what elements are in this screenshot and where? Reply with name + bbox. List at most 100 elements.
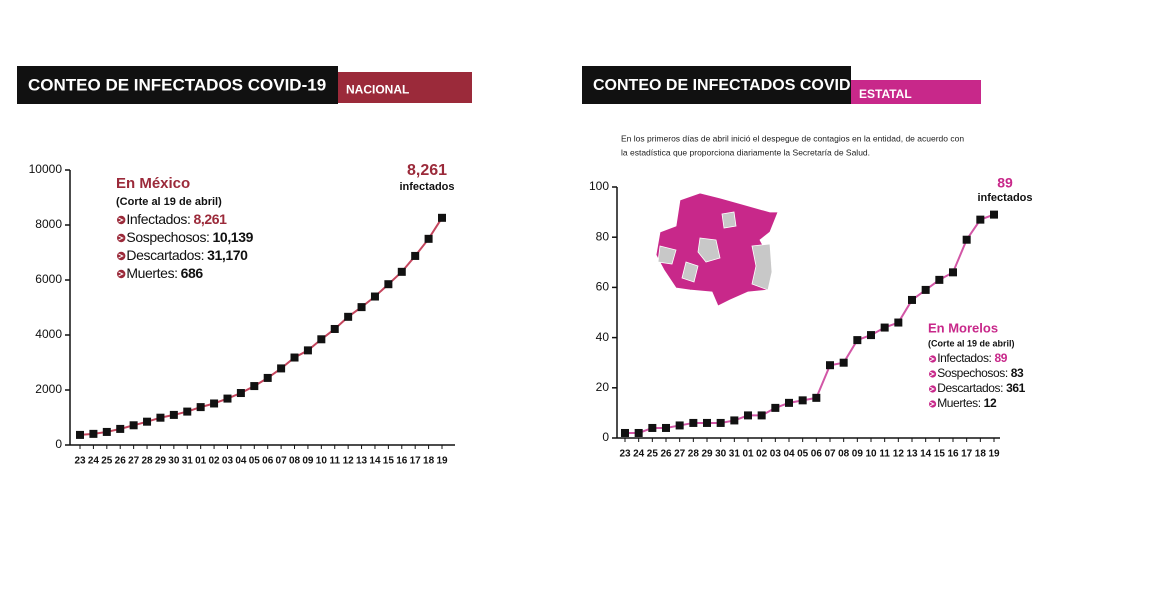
data-point <box>990 210 998 219</box>
x-tick-label: 16 <box>947 449 959 460</box>
data-point <box>129 421 138 430</box>
x-tick-label: 25 <box>647 449 659 460</box>
data-point <box>76 430 84 439</box>
x-tick-label: 10 <box>865 449 877 460</box>
x-tick-label: 27 <box>128 456 140 467</box>
x-tick-label: 29 <box>701 449 713 460</box>
x-tick-label: 02 <box>209 456 221 467</box>
data-point <box>921 285 930 294</box>
x-tick-label: 09 <box>302 456 314 467</box>
y-tick-label: 10000 <box>29 162 63 176</box>
x-tick-label: 06 <box>262 456 274 467</box>
info-label: Descartados: <box>126 247 204 263</box>
bullet-arrow <box>929 401 935 407</box>
info-item: Infectados: 89 <box>937 351 1008 365</box>
x-tick-label: 18 <box>975 449 987 460</box>
callout-value: 89 <box>997 175 1013 191</box>
data-point <box>223 394 232 403</box>
data-point <box>210 399 219 408</box>
info-value: 686 <box>181 265 204 281</box>
bullet <box>929 400 937 408</box>
x-tick-label: 10 <box>316 456 328 467</box>
info-title: En México <box>116 175 190 192</box>
y-tick-label: 8000 <box>35 217 62 231</box>
data-point <box>384 280 393 289</box>
data-line <box>625 213 995 434</box>
title-box <box>582 66 851 104</box>
map-region <box>681 261 699 283</box>
x-tick-label: 01 <box>742 449 754 460</box>
x-tick-label: 17 <box>410 456 422 467</box>
data-line <box>79 217 443 436</box>
x-tick-label: 23 <box>619 449 631 460</box>
info-value: 8,261 <box>193 211 227 227</box>
data-point <box>839 358 848 367</box>
data-point <box>250 382 259 391</box>
data-point <box>303 346 312 355</box>
description: la estadística que proporciona diariamen… <box>621 147 870 157</box>
x-tick-label: 14 <box>369 456 381 467</box>
data-point <box>798 396 807 405</box>
chart-title: CONTEO DE INFECTADOS COVID-19 <box>593 77 874 94</box>
x-tick-label: 13 <box>356 456 368 467</box>
info-label: Muertes: <box>937 396 981 410</box>
description: En los primeros días de abril inició el … <box>621 133 964 143</box>
x-tick-label: 23 <box>74 456 86 467</box>
x-tick-label: 05 <box>249 456 261 467</box>
data-point <box>648 423 657 432</box>
info-item: Muertes: 686 <box>126 265 203 281</box>
info-label: Sospechosos: <box>126 229 209 245</box>
data-point <box>277 364 286 373</box>
map-region <box>697 237 721 263</box>
y-tick-label: 4000 <box>35 327 62 341</box>
info-title: En Morelos <box>928 320 998 335</box>
data-point <box>812 393 821 402</box>
info-value: 89 <box>995 351 1008 365</box>
data-point <box>689 418 698 427</box>
data-point <box>290 353 299 362</box>
data-point <box>976 215 985 224</box>
bullet-arrow <box>929 386 935 392</box>
data-point <box>196 403 205 412</box>
data-point <box>89 429 98 438</box>
x-tick-label: 28 <box>141 456 153 467</box>
data-point <box>317 335 326 344</box>
data-point <box>236 389 245 398</box>
x-tick-label: 16 <box>396 456 408 467</box>
data-point <box>935 275 944 284</box>
data-point <box>675 421 684 430</box>
x-tick-label: 26 <box>115 456 127 467</box>
info-item: Infectados: 8,261 <box>126 211 227 227</box>
data-point <box>730 416 739 425</box>
chart-tag: ESTATAL <box>859 87 912 101</box>
x-tick-label: 24 <box>88 456 100 467</box>
bullet-arrow <box>929 356 935 362</box>
data-point <box>785 398 793 407</box>
info-label: Infectados: <box>937 351 991 365</box>
data-point <box>908 295 916 304</box>
data-point <box>357 303 366 312</box>
info-label: Infectados: <box>126 211 190 227</box>
x-tick-label: 13 <box>906 449 918 460</box>
info-value: 10,139 <box>213 229 254 245</box>
x-tick-label: 03 <box>222 456 234 467</box>
x-tick-label: 08 <box>838 449 850 460</box>
info-item: Sospechosos: 83 <box>937 366 1024 380</box>
data-point <box>143 417 152 426</box>
info-value: 83 <box>1011 366 1024 380</box>
bullet <box>117 233 126 243</box>
x-tick-label: 03 <box>770 449 782 460</box>
chart-title: CONTEO DE INFECTADOS COVID-19 <box>28 75 326 94</box>
x-tick-label: 27 <box>674 449 686 460</box>
x-tick-label: 02 <box>756 449 768 460</box>
data-point <box>853 336 862 345</box>
data-point <box>703 418 711 427</box>
bullet-arrow <box>118 271 124 277</box>
y-tick-label: 60 <box>596 280 610 294</box>
data-point <box>716 418 725 427</box>
bullet-arrow <box>929 371 935 377</box>
data-point <box>102 427 111 436</box>
x-tick-label: 14 <box>920 449 932 460</box>
x-tick-label: 05 <box>797 449 809 460</box>
x-tick-label: 29 <box>155 456 167 467</box>
